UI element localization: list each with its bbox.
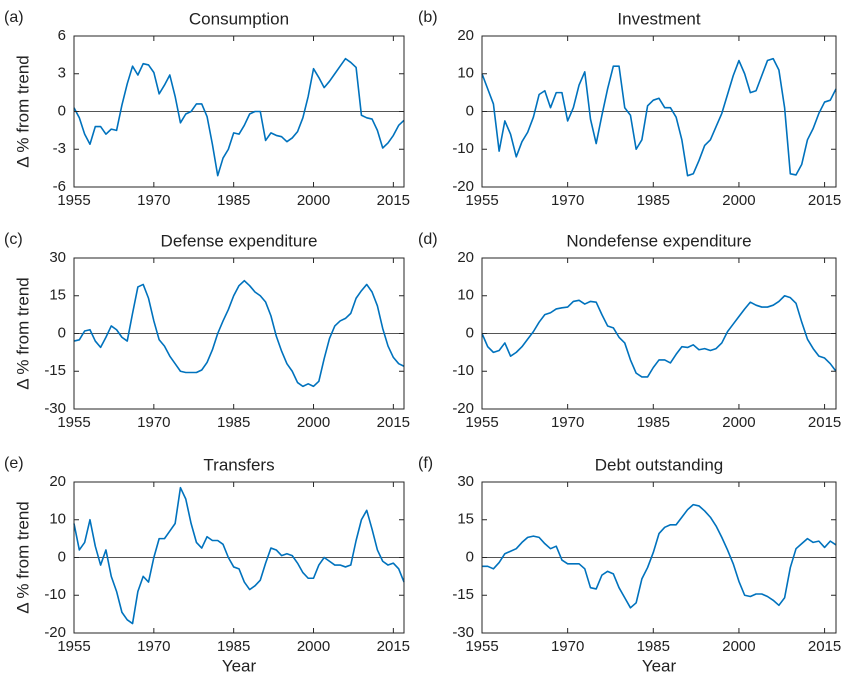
y-axis-label: Δ % from trend xyxy=(13,501,32,613)
y-tick-label: 10 xyxy=(49,511,66,528)
y-tick-label: -20 xyxy=(452,400,474,417)
x-tick-label: 1955 xyxy=(465,414,498,431)
data-line xyxy=(481,294,837,378)
x-tick-label: 2015 xyxy=(377,414,410,431)
y-tick-label: 20 xyxy=(49,473,66,490)
x-tick-label: 1970 xyxy=(137,638,170,655)
y-tick-label: 0 xyxy=(58,324,66,341)
x-tick-label: 2000 xyxy=(722,638,755,655)
panel-label: (b) xyxy=(418,9,438,26)
y-tick-label: 15 xyxy=(49,287,66,304)
x-tick-label: 1985 xyxy=(217,638,250,655)
chart-title: Debt outstanding xyxy=(595,455,724,474)
y-axis-label: Δ % from trend xyxy=(13,277,32,389)
y-tick-label: 30 xyxy=(457,473,474,490)
x-tick-label: 2015 xyxy=(377,192,410,209)
x-tick-label: 1985 xyxy=(217,414,250,431)
chart-title: Nondefense expenditure xyxy=(566,231,751,250)
chart-title: Investment xyxy=(617,9,700,28)
x-tick-label: 2015 xyxy=(808,638,841,655)
x-tick-label: 2015 xyxy=(377,638,410,655)
y-axis-label: Δ % from trend xyxy=(13,55,32,167)
y-tick-label: -20 xyxy=(452,178,474,195)
x-tick-label: 1970 xyxy=(551,414,584,431)
x-tick-label: 1970 xyxy=(551,192,584,209)
x-tick-label: 2000 xyxy=(297,192,330,209)
y-tick-label: 6 xyxy=(58,27,66,44)
x-tick-label: 1985 xyxy=(637,638,670,655)
y-tick-label: -15 xyxy=(44,362,66,379)
x-tick-label: 2000 xyxy=(722,414,755,431)
y-tick-label: 10 xyxy=(457,65,474,82)
chart-title: Defense expenditure xyxy=(161,231,318,250)
x-tick-label: 2000 xyxy=(297,414,330,431)
y-tick-label: -30 xyxy=(44,400,66,417)
x-tick-label: 1985 xyxy=(217,192,250,209)
x-tick-label: 1955 xyxy=(465,192,498,209)
x-tick-label: 2000 xyxy=(297,638,330,655)
x-axis-label: Year xyxy=(642,656,677,675)
y-tick-label: 0 xyxy=(466,102,474,119)
y-tick-label: -10 xyxy=(452,140,474,157)
y-tick-label: 0 xyxy=(466,324,474,341)
panel-label: (c) xyxy=(4,231,23,248)
y-tick-label: 30 xyxy=(49,249,66,266)
panel-label: (f) xyxy=(418,455,433,472)
y-tick-label: 20 xyxy=(457,249,474,266)
chart-title: Consumption xyxy=(189,9,289,28)
data-line xyxy=(73,279,405,388)
y-tick-label: -6 xyxy=(53,178,66,195)
y-tick-label: 0 xyxy=(466,548,474,565)
x-tick-label: 1955 xyxy=(465,638,498,655)
data-line xyxy=(73,57,405,177)
x-tick-label: 1970 xyxy=(137,192,170,209)
x-tick-label: 2000 xyxy=(722,192,755,209)
y-tick-label: 3 xyxy=(58,65,66,82)
y-tick-label: 15 xyxy=(457,511,474,528)
x-tick-label: 1955 xyxy=(57,192,90,209)
y-tick-label: 20 xyxy=(457,27,474,44)
panel-label: (d) xyxy=(418,231,438,248)
panel-label: (a) xyxy=(4,9,24,26)
y-tick-label: 0 xyxy=(58,102,66,119)
data-line xyxy=(482,503,837,609)
y-tick-label: -20 xyxy=(44,624,66,641)
chart-title: Transfers xyxy=(203,455,274,474)
y-tick-label: -15 xyxy=(452,586,474,603)
y-tick-label: -10 xyxy=(452,362,474,379)
panel-label: (e) xyxy=(4,455,24,472)
x-tick-label: 1970 xyxy=(551,638,584,655)
y-tick-label: -3 xyxy=(53,140,66,157)
y-tick-label: -10 xyxy=(44,586,66,603)
x-tick-label: 1985 xyxy=(637,192,670,209)
x-tick-label: 2015 xyxy=(808,414,841,431)
y-tick-label: -30 xyxy=(452,624,474,641)
y-tick-label: 10 xyxy=(457,287,474,304)
x-axis-label: Year xyxy=(222,656,257,675)
y-tick-label: 0 xyxy=(58,548,66,565)
x-tick-label: 2015 xyxy=(808,192,841,209)
x-tick-label: 1955 xyxy=(57,414,90,431)
x-tick-label: 1970 xyxy=(137,414,170,431)
data-line xyxy=(73,486,405,625)
x-tick-label: 1985 xyxy=(637,414,670,431)
x-tick-label: 1955 xyxy=(57,638,90,655)
data-line xyxy=(481,57,837,177)
